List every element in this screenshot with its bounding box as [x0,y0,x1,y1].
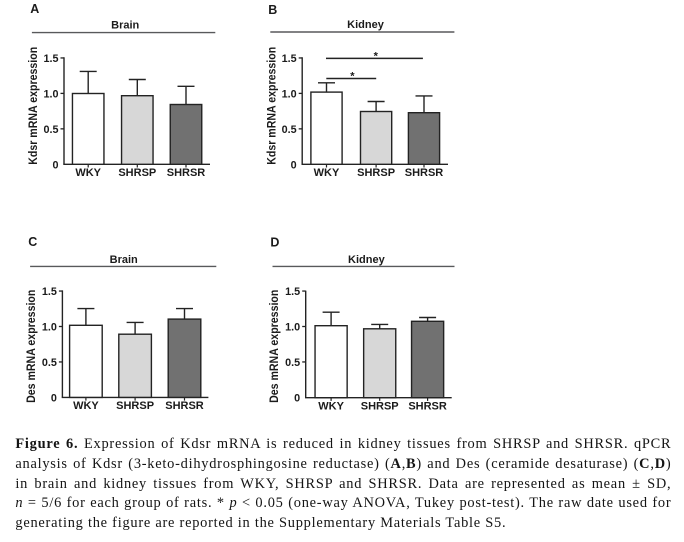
svg-text:0.5: 0.5 [282,124,297,136]
svg-text:D: D [270,235,279,249]
svg-text:A: A [30,2,39,16]
svg-text:WKY: WKY [318,400,344,412]
svg-text:0: 0 [294,392,300,404]
svg-text:SHRSP: SHRSP [361,400,399,412]
svg-text:SHRSP: SHRSP [357,167,395,179]
svg-text:0.5: 0.5 [285,357,300,369]
svg-text:0: 0 [51,392,57,404]
svg-text:WKY: WKY [73,400,99,412]
svg-text:*: * [374,50,379,62]
svg-text:0: 0 [52,159,58,171]
svg-text:Brain: Brain [111,19,139,31]
svg-text:B: B [268,3,277,17]
svg-text:1.5: 1.5 [43,53,58,65]
svg-text:Kidney: Kidney [348,254,386,266]
svg-text:0: 0 [291,159,297,171]
svg-text:1.5: 1.5 [285,286,300,298]
svg-text:C: C [28,235,37,249]
svg-text:1.5: 1.5 [42,286,57,298]
svg-text:SHRSP: SHRSP [118,167,156,179]
svg-text:Kdsr mRNA expression: Kdsr mRNA expression [28,47,41,165]
svg-text:1.0: 1.0 [43,88,58,100]
svg-text:0.5: 0.5 [42,357,57,369]
svg-text:SHRSP: SHRSP [116,400,154,412]
svg-text:Des mRNA expression: Des mRNA expression [25,290,38,403]
svg-text:WKY: WKY [314,167,340,179]
svg-text:1.0: 1.0 [42,322,57,334]
svg-text:SHRSR: SHRSR [405,167,444,179]
svg-text:1.0: 1.0 [282,88,297,100]
svg-text:Brain: Brain [110,254,138,266]
svg-text:Kdsr mRNA expression: Kdsr mRNA expression [266,47,279,165]
svg-text:*: * [350,71,355,83]
svg-text:WKY: WKY [75,167,101,179]
svg-text:SHRSR: SHRSR [167,167,206,179]
svg-text:Kidney: Kidney [347,19,385,31]
svg-text:1.5: 1.5 [282,53,297,65]
svg-text:0.5: 0.5 [43,124,58,136]
svg-text:SHRSR: SHRSR [408,400,447,412]
svg-text:SHRSR: SHRSR [165,400,204,412]
svg-text:Des mRNA expression: Des mRNA expression [269,290,282,403]
svg-text:1.0: 1.0 [285,322,300,334]
